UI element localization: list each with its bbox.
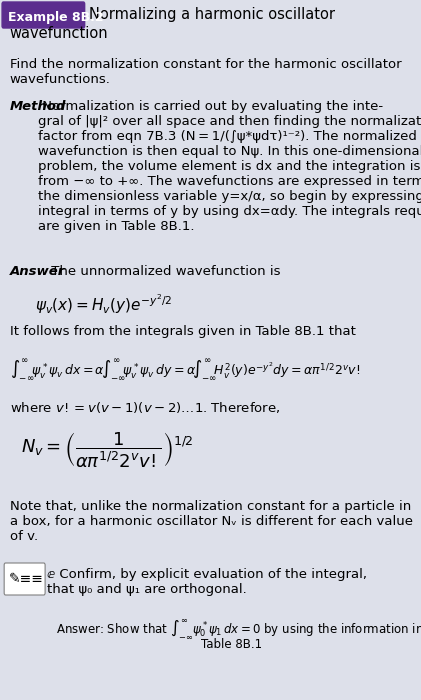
Text: Normalization is carried out by evaluating the inte-
gral of |ψ|² over all space: Normalization is carried out by evaluati… [38, 100, 421, 233]
FancyBboxPatch shape [4, 563, 45, 595]
Text: Method: Method [10, 100, 66, 113]
Text: $\int_{-\infty}^{\infty}\!\psi_v^*\psi_v\,dx=\alpha\!\int_{-\infty}^{\infty}\!\p: $\int_{-\infty}^{\infty}\!\psi_v^*\psi_v… [10, 358, 360, 383]
Text: Answer: Answer [10, 265, 65, 278]
Text: Table 8B.1: Table 8B.1 [201, 638, 262, 651]
Text: Note that, unlike the normalization constant for a particle in
a box, for a harm: Note that, unlike the normalization cons… [10, 500, 413, 543]
Text: Find the normalization constant for the harmonic oscillator
wavefunctions.: Find the normalization constant for the … [10, 58, 401, 86]
Text: It follows from the integrals given in Table 8B.1 that: It follows from the integrals given in T… [10, 325, 356, 338]
Text: where $v!=v(v-1)(v-2)\ldots1$. Therefore,: where $v!=v(v-1)(v-2)\ldots1$. Therefore… [10, 400, 280, 415]
Text: Answer: Show that $\int_{-\infty}^{\infty}\psi_0^*\psi_1\,dx=0$ by using the inf: Answer: Show that $\int_{-\infty}^{\inft… [56, 618, 421, 641]
Text: wavefunction: wavefunction [10, 27, 108, 41]
FancyBboxPatch shape [2, 2, 85, 28]
Text: $\psi_v(x)=H_v(y)e^{-y^2/2}$: $\psi_v(x)=H_v(y)e^{-y^2/2}$ [35, 292, 172, 316]
Text: ✎≡≡: ✎≡≡ [8, 572, 43, 586]
Text: Example 8B.2: Example 8B.2 [8, 10, 104, 24]
Text: ⅇ Confirm, by explicit evaluation of the integral,
that ψ₀ and ψ₁ are orthogonal: ⅇ Confirm, by explicit evaluation of the… [47, 568, 367, 596]
Text: The unnormalized wavefunction is: The unnormalized wavefunction is [47, 265, 281, 278]
Text: Normalizing a harmonic oscillator: Normalizing a harmonic oscillator [89, 6, 335, 22]
Text: $N_v=\left(\dfrac{1}{\alpha\pi^{1/2}2^v v!}\right)^{1/2}$: $N_v=\left(\dfrac{1}{\alpha\pi^{1/2}2^v … [21, 430, 194, 469]
